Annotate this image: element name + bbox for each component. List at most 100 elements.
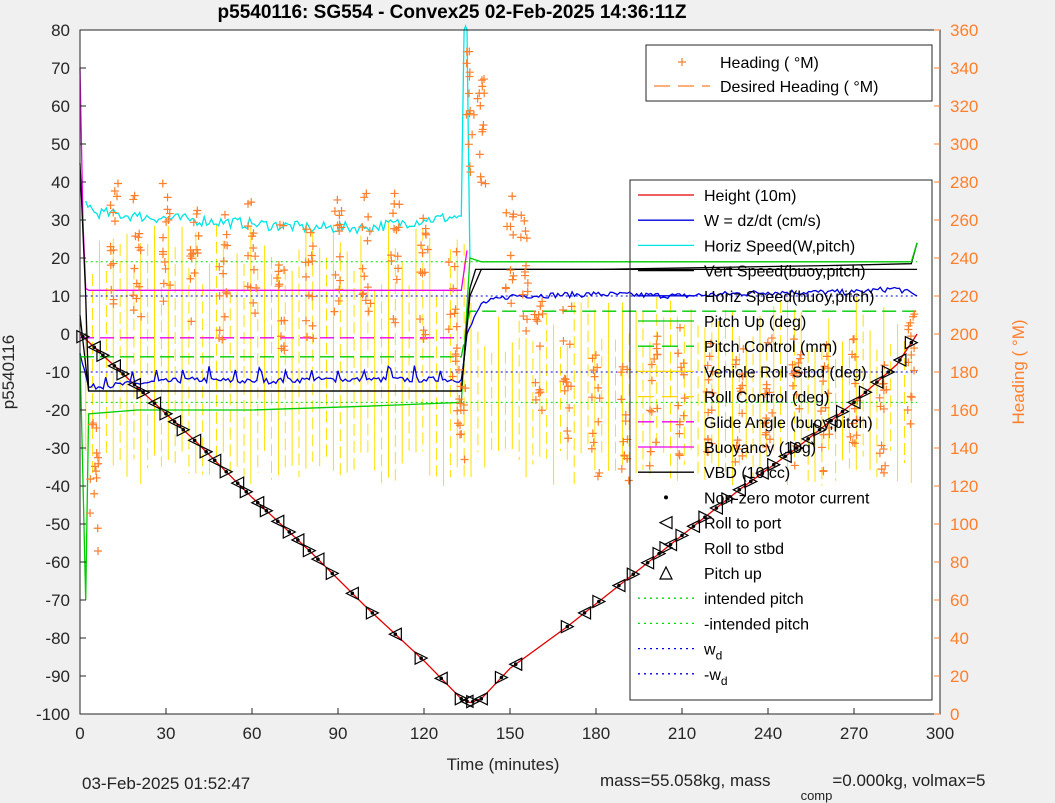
heading-point (880, 361, 889, 370)
heading-point (520, 267, 529, 276)
heading-point (387, 257, 396, 266)
legend-label: Height (10m) (704, 188, 796, 205)
heading-point (560, 374, 569, 383)
heading-point (903, 406, 912, 415)
heading-point (363, 283, 372, 292)
heading-point (335, 211, 344, 220)
heading-point (249, 265, 258, 274)
heading-point (86, 509, 95, 518)
roll-stbd-marker (239, 484, 254, 499)
legend-label-subscript: d (721, 674, 728, 688)
roll-stbd-marker (96, 348, 111, 363)
motor-current-dot (316, 557, 320, 561)
motor-current-dot (783, 454, 787, 459)
heading-point (92, 423, 101, 432)
y2-tick-label: 300 (950, 135, 978, 154)
roll-stbd-marker (881, 365, 896, 379)
y-tick-label: -10 (45, 363, 70, 382)
motor-current-dot (617, 583, 621, 588)
motor-current-dot (370, 611, 375, 615)
roll-stbd-marker (466, 694, 481, 709)
heading-point (251, 252, 260, 261)
y-tick-label: 80 (51, 21, 70, 40)
roll-stbd-marker (626, 567, 641, 582)
roll-stbd-marker (116, 366, 131, 381)
heading-point (501, 283, 510, 292)
roll-stbd-marker (904, 335, 919, 350)
roll-port-marker (686, 519, 701, 534)
heading-point (469, 110, 478, 119)
heading-point (451, 357, 460, 366)
heading-point (535, 385, 544, 394)
y2-tick-label: 140 (950, 439, 978, 458)
roll-stbd-marker (494, 670, 509, 685)
heading-point (702, 387, 711, 396)
heading-point (850, 439, 859, 448)
heading-point (110, 187, 119, 196)
legend-label: Roll Control (deg) (704, 390, 829, 407)
heading-point (244, 222, 253, 231)
heading-point (763, 338, 772, 347)
x-tick-label: 180 (582, 724, 610, 743)
y2-tick-label: 200 (950, 325, 978, 344)
motor-current-dot (898, 358, 902, 362)
heading-point (394, 264, 403, 273)
heading-point (251, 309, 260, 318)
heading-point (249, 244, 258, 253)
motor-current-dot (794, 446, 799, 450)
motor-current-dot (479, 697, 484, 701)
heading-point (704, 435, 713, 444)
legend-label: Horiz Speed(W,pitch) (704, 238, 855, 255)
heading-point (595, 468, 604, 477)
roll-port-marker (187, 433, 202, 448)
heading-point (821, 403, 830, 412)
heading-point (519, 312, 528, 321)
heading-point (653, 350, 662, 359)
y2-tick-label: 0 (950, 705, 959, 724)
heading-point (192, 245, 201, 254)
y-tick-label: -40 (45, 477, 70, 496)
y-tick-label: 20 (51, 249, 70, 268)
heading-point (674, 349, 683, 358)
heading-point (875, 449, 884, 458)
heading-point (468, 130, 477, 139)
heading-point (454, 365, 463, 374)
motor-current-dot (164, 412, 168, 416)
heading-point (789, 381, 798, 390)
heading-point (302, 316, 311, 325)
heading-point (680, 394, 689, 403)
motor-current-dot (81, 334, 85, 339)
motor-current-dot (703, 515, 707, 519)
heading-point (461, 384, 470, 393)
heading-point (789, 335, 798, 344)
motor-current-dot (235, 481, 240, 485)
heading-point (876, 402, 885, 411)
heading-point (190, 269, 199, 278)
heading-point (738, 451, 747, 460)
heading-point (675, 429, 684, 438)
heading-point (910, 366, 919, 375)
heading-point (308, 242, 317, 251)
heading-point (647, 407, 656, 416)
heading-point (650, 354, 659, 363)
heading-point (795, 404, 804, 413)
heading-point (274, 282, 283, 291)
heading-point (523, 279, 532, 288)
heading-point (617, 464, 626, 473)
y2-tick-label: 360 (950, 21, 978, 40)
heading-point (906, 392, 915, 401)
heading-point (645, 461, 654, 470)
motor-current-dot (330, 571, 335, 576)
heading-point (364, 307, 373, 316)
heading-point (533, 317, 542, 326)
heading-point (819, 377, 828, 386)
y-tick-label: 50 (51, 135, 70, 154)
heading-point (464, 140, 473, 149)
heading-point (358, 290, 367, 299)
heading-point (559, 306, 568, 315)
y-tick-label: -60 (45, 553, 70, 572)
heading-point (736, 387, 745, 396)
heading-point (280, 266, 289, 275)
heading-point (455, 395, 464, 404)
